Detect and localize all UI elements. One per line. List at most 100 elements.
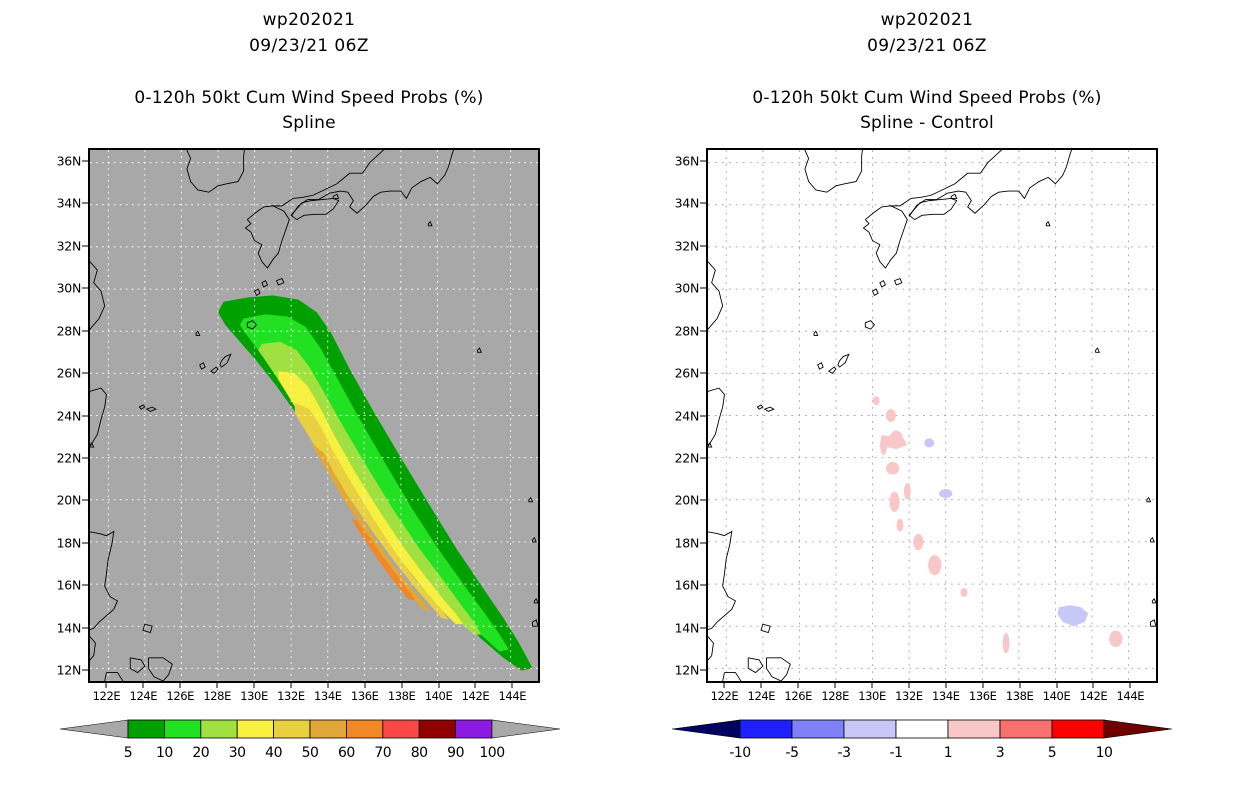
- colorbar-tick-label-40: 40: [265, 745, 283, 761]
- x-tick-label-138E: 138E: [1005, 689, 1034, 703]
- colorbar-tick-label-80: 80: [410, 745, 428, 761]
- x-tick-label-136E: 136E: [968, 689, 997, 703]
- y-tickmark: [700, 627, 706, 629]
- x-tickmark: [797, 683, 799, 688]
- colorbar-tick-label-3: 3: [995, 745, 1005, 761]
- y-tick-label-36N: 36N: [674, 153, 700, 169]
- difference-cell: [872, 396, 880, 406]
- x-tickmark: [179, 683, 181, 688]
- x-tickmark: [1056, 683, 1058, 688]
- x-tick-label-132E: 132E: [277, 689, 305, 703]
- colorbar-tick-label-100: 100: [479, 745, 505, 761]
- difference-cell: [886, 461, 900, 475]
- x-tickmark: [364, 683, 366, 688]
- colorbar-arrow-high: [1103, 719, 1172, 739]
- colorbar-tick-label-10: 10: [1095, 745, 1113, 761]
- difference-cell: [939, 489, 953, 498]
- colorbar-difference-swatches: [672, 719, 1172, 739]
- colorbar-arrow-low: [672, 719, 741, 739]
- y-tickmark: [82, 287, 88, 289]
- y-tick-label-16N: 16N: [674, 577, 700, 593]
- x-tick-label-144E: 144E: [1116, 689, 1145, 703]
- right-datetime-line: 09/23/21 06Z: [618, 36, 1236, 56]
- colorbar-swatch-0: [739, 719, 793, 739]
- right-title: 0-120h 50kt Cum Wind Speed Probs (%): [752, 88, 1102, 108]
- x-tickmark: [511, 683, 513, 688]
- right-gridlines: [708, 150, 1156, 681]
- y-tick-label-18N: 18N: [56, 535, 82, 551]
- x-tick-label-140E: 140E: [424, 689, 453, 703]
- x-tick-label-124E: 124E: [129, 689, 158, 703]
- x-tickmark: [327, 683, 329, 688]
- y-tickmark: [700, 202, 706, 204]
- y-tick-label-24N: 24N: [56, 408, 82, 423]
- x-tick-label-132E: 132E: [895, 689, 923, 703]
- left-storm-id-line: wp202021: [0, 10, 618, 30]
- difference-cell-large-positive: [881, 434, 908, 450]
- y-tickmark: [82, 330, 88, 332]
- left-datetime: 09/23/21 06Z: [249, 36, 369, 56]
- x-tickmark: [253, 683, 255, 688]
- y-tick-label-24N: 24N: [674, 408, 700, 423]
- colorbar-arrow-high: [491, 719, 560, 739]
- y-tickmark: [700, 372, 706, 374]
- probability-contour-60: [351, 518, 416, 601]
- x-tickmark: [290, 683, 292, 688]
- colorbar-tick-label-50: 50: [301, 745, 319, 761]
- colorbar-tick-label-neg1: -1: [889, 745, 903, 761]
- y-tickmark: [82, 372, 88, 374]
- x-tickmark: [1092, 683, 1094, 688]
- map-difference-field: [706, 148, 1158, 683]
- x-tick-label-126E: 126E: [784, 689, 813, 703]
- y-tickmark: [700, 584, 706, 586]
- difference-cell: [1002, 632, 1010, 654]
- colorbar-swatch-5: [309, 719, 347, 739]
- colorbar-swatch-6: [345, 719, 384, 739]
- y-tick-label-28N: 28N: [674, 323, 700, 339]
- colorbar-swatch-7: [382, 719, 420, 739]
- left-subtitle: Spline: [282, 113, 336, 133]
- probability-contour-40: [294, 402, 449, 620]
- y-tickmark: [82, 245, 88, 247]
- difference-cell: [903, 483, 911, 500]
- difference-cell: [913, 533, 924, 551]
- colorbar-swatch-4: [273, 719, 311, 739]
- colorbar-tick-label-90: 90: [447, 745, 465, 761]
- x-tickmark: [871, 683, 873, 688]
- colorbar-tick-label-60: 60: [337, 745, 355, 761]
- left-coastlines: [90, 150, 538, 681]
- right-storm-id: wp202021: [880, 10, 974, 30]
- colorbar-swatch-5: [999, 719, 1053, 739]
- colorbar-difference-labels: -10 -5 -3 -1 1 3 5 10: [672, 745, 1172, 767]
- right-subtitle: Spline - Control: [860, 113, 994, 133]
- colorbar-swatch-1: [164, 719, 202, 739]
- y-tick-label-14N: 14N: [56, 620, 82, 636]
- left-title: 0-120h 50kt Cum Wind Speed Probs (%): [134, 88, 484, 108]
- x-tickmark: [723, 683, 725, 688]
- y-tickmark: [82, 160, 88, 162]
- probability-contours: [217, 295, 533, 671]
- x-tickmark: [105, 683, 107, 688]
- difference-cell: [924, 438, 935, 448]
- x-tick-label-142E: 142E: [461, 689, 490, 703]
- y-tickmark: [82, 627, 88, 629]
- x-tickmark: [908, 683, 910, 688]
- x-tick-label-136E: 136E: [350, 689, 379, 703]
- x-tickmark: [982, 683, 984, 688]
- y-tickmark: [700, 669, 706, 671]
- difference-cell: [928, 554, 942, 576]
- x-tickmark: [1129, 683, 1131, 688]
- y-tick-label-16N: 16N: [56, 577, 82, 593]
- colorbar-swatch-4: [947, 719, 1001, 739]
- panel-spline: wp202021 09/23/21 06Z 0-120h 50kt Cum Wi…: [0, 10, 618, 133]
- y-tick-label-30N: 30N: [674, 280, 700, 296]
- x-tick-label-144E: 144E: [498, 689, 527, 703]
- y-tick-label-22N: 22N: [674, 450, 700, 466]
- colorbar-swatch-8: [418, 719, 457, 739]
- x-tickmark: [760, 683, 762, 688]
- map-probability-field: [88, 148, 540, 683]
- difference-cell-large-negative: [1057, 605, 1089, 627]
- y-tick-label-30N: 30N: [56, 280, 82, 296]
- y-tick-label-32N: 32N: [56, 238, 82, 254]
- probability-contour-50: [311, 442, 431, 612]
